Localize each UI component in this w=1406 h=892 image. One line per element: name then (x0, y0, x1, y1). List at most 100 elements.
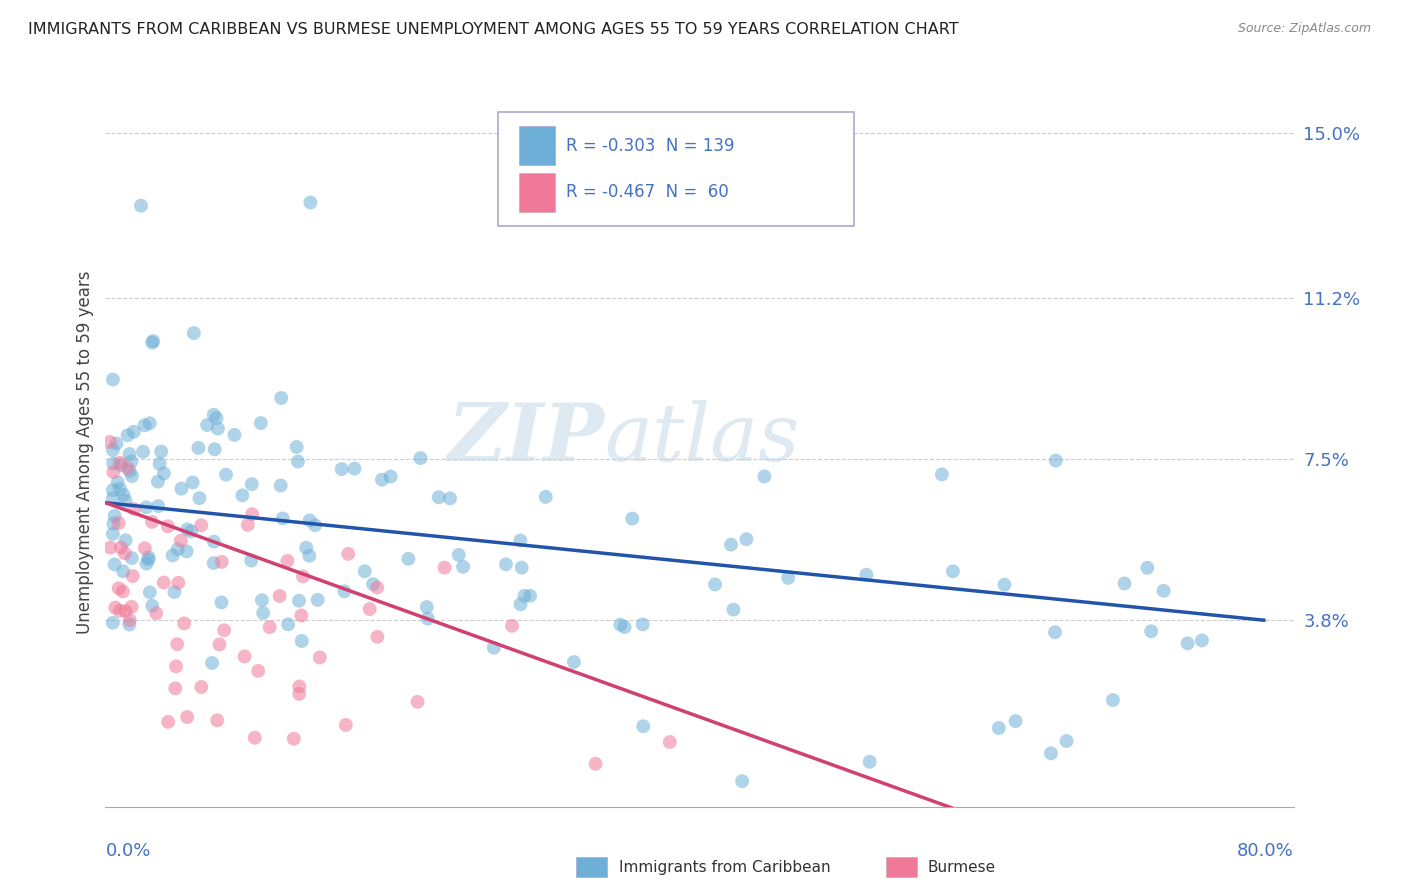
Point (157, 714, 180, 729)
Point (173, 616, 195, 631)
Point (295, 541, 318, 555)
Point (371, 473, 394, 487)
Point (181, 475, 204, 490)
Point (146, 475, 169, 489)
Point (298, 513, 321, 527)
Point (98, 541, 121, 555)
Point (150, 444, 173, 458)
Point (621, 511, 644, 525)
Point (166, 637, 188, 651)
Point (298, 549, 321, 563)
Point (110, 458, 132, 473)
Point (121, 469, 143, 483)
Point (631, 719, 654, 733)
Point (202, 556, 225, 570)
Point (153, 575, 176, 590)
Text: Immigrants from Caribbean: Immigrants from Caribbean (619, 860, 831, 874)
Point (114, 604, 136, 618)
Point (101, 615, 124, 630)
Point (735, 532, 758, 546)
Point (1153, 583, 1175, 598)
Point (108, 604, 131, 618)
Point (271, 511, 294, 525)
Point (396, 551, 419, 566)
Point (243, 731, 266, 745)
Point (416, 600, 439, 615)
Point (190, 680, 212, 694)
Point (114, 493, 136, 508)
Point (270, 391, 292, 405)
Point (731, 774, 754, 789)
Point (299, 195, 322, 210)
Point (112, 488, 135, 502)
Point (134, 418, 156, 433)
Text: IMMIGRANTS FROM CARIBBEAN VS BURMESE UNEMPLOYMENT AMONG AGES 55 TO 59 YEARS CORR: IMMIGRANTS FROM CARIBBEAN VS BURMESE UNE… (28, 22, 959, 37)
Point (107, 516, 129, 530)
Point (1177, 636, 1199, 650)
Point (195, 417, 218, 432)
Point (290, 608, 312, 623)
Point (166, 542, 188, 557)
Point (205, 411, 228, 425)
Point (101, 483, 124, 497)
Point (366, 630, 388, 644)
Point (270, 478, 292, 492)
Point (107, 582, 129, 596)
Point (145, 606, 167, 620)
Point (188, 491, 211, 505)
Bar (519, 127, 554, 166)
Point (855, 567, 877, 582)
Point (361, 577, 384, 591)
Point (142, 334, 165, 348)
Point (942, 564, 965, 578)
Bar (519, 172, 554, 211)
Point (1045, 453, 1067, 467)
Point (1039, 747, 1062, 761)
Point (118, 447, 141, 461)
Point (122, 502, 145, 516)
FancyBboxPatch shape (498, 112, 853, 226)
Point (224, 428, 246, 442)
Point (427, 490, 450, 504)
Point (304, 518, 326, 533)
Point (236, 517, 259, 532)
Point (98, 434, 121, 449)
Point (754, 469, 776, 483)
Point (1101, 693, 1123, 707)
Point (439, 491, 461, 506)
Point (240, 553, 263, 567)
Point (231, 488, 253, 502)
Point (208, 637, 231, 651)
Text: ZIP: ZIP (447, 400, 605, 477)
Point (153, 467, 176, 481)
Point (433, 560, 456, 574)
Point (204, 442, 226, 457)
Point (366, 581, 388, 595)
Point (1004, 714, 1026, 728)
Point (103, 516, 125, 531)
Point (163, 585, 186, 599)
Point (129, 199, 152, 213)
Point (353, 564, 375, 578)
Text: Burmese: Burmese (928, 860, 995, 874)
Point (704, 577, 727, 591)
Point (122, 425, 145, 439)
Point (993, 578, 1015, 592)
Point (183, 326, 205, 340)
Point (285, 440, 308, 454)
Point (209, 595, 232, 609)
Point (250, 593, 273, 607)
Point (534, 490, 557, 504)
Point (141, 599, 163, 613)
Point (287, 454, 309, 468)
Point (110, 541, 132, 555)
Point (247, 664, 270, 678)
Point (720, 538, 742, 552)
Point (631, 617, 654, 632)
Point (139, 585, 162, 599)
Point (101, 527, 124, 541)
Point (240, 477, 263, 491)
Point (482, 640, 505, 655)
Point (337, 547, 360, 561)
Point (277, 617, 299, 632)
